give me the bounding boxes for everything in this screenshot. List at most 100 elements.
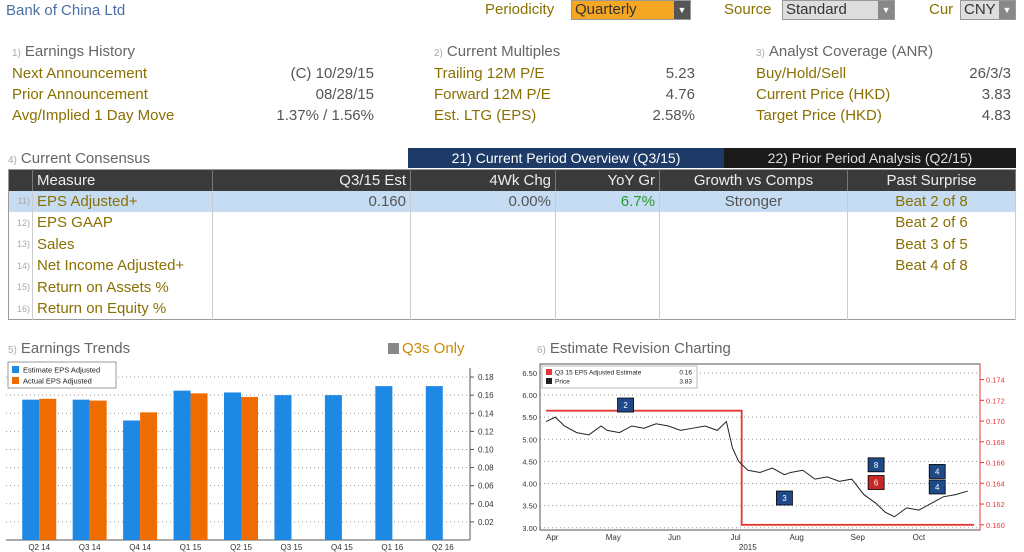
legend-value: 0.16 xyxy=(679,370,692,377)
x-tick-label: Sep xyxy=(851,533,866,542)
currency-dropdown[interactable]: CNY ▼ xyxy=(960,0,1016,20)
y-left-tick-label: 5.50 xyxy=(522,413,537,422)
measure-cell: Sales xyxy=(32,233,213,255)
table-row[interactable]: 12) EPS GAAP Beat 2 of 6 xyxy=(8,212,1016,234)
y-right-tick-label: 0.166 xyxy=(986,459,1005,468)
col-measure[interactable]: Measure xyxy=(32,169,213,191)
bar-estimate xyxy=(324,395,342,540)
avg-move-label: Avg/Implied 1 Day Move xyxy=(12,107,175,124)
marker-label: 3 xyxy=(782,494,787,503)
estimate-line xyxy=(546,409,974,526)
est-cell xyxy=(212,255,411,277)
currency-value: CNY xyxy=(964,1,996,18)
chg-cell xyxy=(410,298,556,320)
x-tick-label: May xyxy=(606,533,621,542)
y-left-tick-label: 5.00 xyxy=(522,435,537,444)
table-row[interactable]: 13) Sales Beat 3 of 5 xyxy=(8,233,1016,255)
marker-box xyxy=(776,490,793,506)
yoy-cell xyxy=(555,255,660,277)
current-consensus-header[interactable]: 4) Current Consensus xyxy=(8,150,151,167)
est-ltg-value: 2.58% xyxy=(652,107,695,124)
y-tick-label: 0.16 xyxy=(478,391,494,400)
forward-pe-label: Forward 12M P/E xyxy=(434,86,551,103)
x-tick-label: Q3 15 xyxy=(281,543,303,552)
x-tick-label: Q3 14 xyxy=(79,543,101,552)
source-dropdown[interactable]: Standard ▼ xyxy=(782,0,895,20)
col-4wk-chg[interactable]: 4Wk Chg xyxy=(410,169,556,191)
q3s-only-toggle[interactable]: Q3s Only xyxy=(388,340,465,357)
marker-label: 2 xyxy=(623,401,628,410)
table-row[interactable]: 16) Return on Equity % xyxy=(8,298,1016,320)
table-row[interactable]: 15) Return on Assets % xyxy=(8,276,1016,298)
est-cell xyxy=(212,298,411,320)
chg-cell xyxy=(410,255,556,277)
table-row[interactable]: 11) EPS Adjusted+ 0.160 0.00% 6.7% Stron… xyxy=(8,190,1016,212)
est-cell xyxy=(212,212,411,234)
y-left-tick-label: 4.50 xyxy=(522,457,537,466)
y-tick-label: 0.12 xyxy=(478,427,494,436)
yoy-cell xyxy=(555,212,660,234)
target-price-value: 4.83 xyxy=(981,107,1011,124)
chg-cell: 0.00% xyxy=(410,190,556,212)
source-value: Standard xyxy=(786,1,847,18)
x-tick-label: Q1 15 xyxy=(180,543,202,552)
y-tick-label: 0.14 xyxy=(478,409,494,418)
comps-cell xyxy=(659,255,848,277)
marker-label: 4 xyxy=(935,483,940,492)
x-tick-label: Oct xyxy=(913,533,926,542)
x-tick-label: Q4 14 xyxy=(129,543,151,552)
chart-legend: Q3 15 EPS Adjusted Estimate 0.16 Price 3.83 xyxy=(541,365,698,389)
comps-cell xyxy=(659,212,848,234)
marker-box xyxy=(928,464,946,479)
surprise-cell: Beat 2 of 6 xyxy=(847,212,1016,234)
chg-cell xyxy=(410,233,556,255)
next-announcement-label: Next Announcement xyxy=(12,65,148,82)
estimate-revision-header[interactable]: 6) Estimate Revision Charting xyxy=(537,340,731,357)
x-tick-label: Apr xyxy=(546,533,559,542)
surprise-cell xyxy=(847,276,1016,298)
periodicity-dropdown[interactable]: Quarterly ▼ xyxy=(571,0,691,20)
revision-marker: 3 xyxy=(776,490,793,506)
x-tick-label: Q2 14 xyxy=(28,543,50,552)
prior-announcement-value: 08/28/15 xyxy=(315,86,374,103)
legend-label: Q3 15 EPS Adjusted Estimate xyxy=(555,370,642,377)
trailing-pe-value: 5.23 xyxy=(665,65,695,82)
bar-estimate xyxy=(375,386,393,540)
col-est[interactable]: Q3/15 Est xyxy=(212,169,411,191)
y-left-tick-label: 4.00 xyxy=(522,480,537,489)
col-growth-vs-comps[interactable]: Growth vs Comps xyxy=(659,169,848,191)
chg-cell xyxy=(410,212,556,234)
x-tick-label: Q2 16 xyxy=(432,543,454,552)
analyst-coverage-header[interactable]: 3) Analyst Coverage (ANR) xyxy=(756,43,934,60)
yoy-cell xyxy=(555,233,660,255)
legend-box xyxy=(541,365,698,389)
x-tick-label: Q4 15 xyxy=(331,543,353,552)
x-tick-label: Jun xyxy=(668,533,681,542)
trailing-pe-label: Trailing 12M P/E xyxy=(434,65,545,82)
source-label: Source xyxy=(724,1,772,18)
current-multiples-header[interactable]: 2) Current Multiples xyxy=(434,43,561,60)
measure-cell: Return on Equity % xyxy=(32,298,213,320)
earnings-history-header[interactable]: 1) Earnings History xyxy=(12,43,135,60)
bar-estimate xyxy=(22,399,40,540)
col-yoy-gr[interactable]: YoY Gr xyxy=(555,169,660,191)
periodicity-label: Periodicity xyxy=(485,1,555,18)
bar-estimate xyxy=(274,395,292,540)
y-tick-label: 0.18 xyxy=(478,373,494,382)
yoy-cell: 6.7% xyxy=(555,190,660,212)
x-tick-label: Aug xyxy=(790,533,804,542)
tab-current-period[interactable]: 21) Current Period Overview (Q3/15) xyxy=(408,148,724,168)
y-left-tick-label: 6.00 xyxy=(522,391,537,400)
chart-legend: Estimate EPS Adjusted Actual EPS Adjusted xyxy=(7,361,117,389)
x-tick-label: Q2 15 xyxy=(230,543,252,552)
table-row[interactable]: 14) Net Income Adjusted+ Beat 4 of 8 xyxy=(8,255,1016,277)
y-right-tick-label: 0.168 xyxy=(986,438,1005,447)
surprise-cell xyxy=(847,298,1016,320)
measure-cell: EPS Adjusted+ xyxy=(32,190,213,212)
x-tick-label: Q1 16 xyxy=(381,543,403,552)
bar-estimate xyxy=(224,392,241,540)
current-price-value: 3.83 xyxy=(981,86,1011,103)
col-past-surprise[interactable]: Past Surprise xyxy=(847,169,1016,191)
earnings-trends-header[interactable]: 5) Earnings Trends xyxy=(8,340,131,357)
tab-prior-period[interactable]: 22) Prior Period Analysis (Q2/15) xyxy=(724,148,1016,168)
